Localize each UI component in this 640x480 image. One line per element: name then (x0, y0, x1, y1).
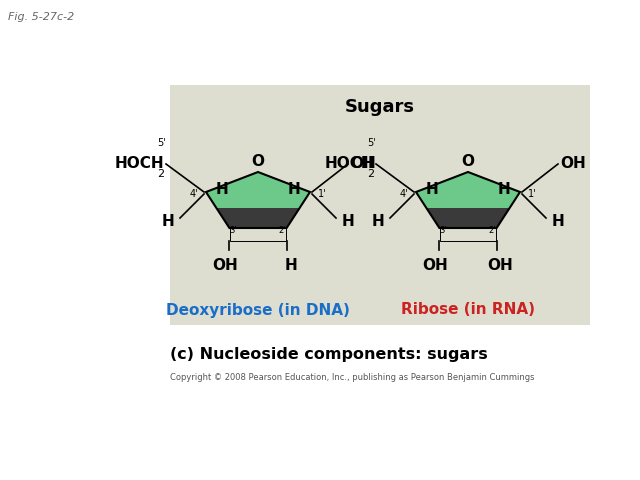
Text: 5': 5' (157, 138, 166, 148)
Polygon shape (416, 172, 520, 208)
Text: H: H (371, 215, 384, 229)
Text: (c) Nucleoside components: sugars: (c) Nucleoside components: sugars (170, 347, 488, 362)
Text: 5': 5' (367, 138, 376, 148)
Text: 3': 3' (230, 226, 237, 235)
Text: 1': 1' (318, 189, 326, 199)
Text: Fig. 5-27c-2: Fig. 5-27c-2 (8, 12, 74, 22)
Text: 2: 2 (157, 169, 164, 179)
Text: Ribose (in RNA): Ribose (in RNA) (401, 302, 535, 317)
Text: H: H (284, 258, 297, 273)
Text: H: H (552, 215, 564, 229)
Text: OH: OH (212, 258, 238, 273)
Text: 2': 2' (278, 226, 286, 235)
Text: OH: OH (560, 156, 586, 171)
Text: H: H (161, 215, 174, 229)
Text: H: H (287, 182, 300, 197)
Text: O: O (252, 154, 264, 169)
Text: HOCH: HOCH (115, 156, 164, 171)
Text: Copyright © 2008 Pearson Education, Inc., publishing as Pearson Benjamin Cumming: Copyright © 2008 Pearson Education, Inc.… (170, 373, 534, 382)
Text: H: H (426, 182, 438, 197)
Text: OH: OH (422, 258, 448, 273)
Text: 3': 3' (440, 226, 447, 235)
Text: 2': 2' (488, 226, 496, 235)
Text: 4': 4' (399, 189, 408, 199)
Text: H: H (498, 182, 510, 197)
Text: Deoxyribose (in DNA): Deoxyribose (in DNA) (166, 302, 350, 317)
Bar (170, 85, 590, 325)
Text: H: H (216, 182, 228, 197)
Text: OH: OH (488, 258, 513, 273)
Text: OH: OH (350, 156, 376, 171)
Text: HOCH: HOCH (324, 156, 374, 171)
Text: 2: 2 (367, 169, 374, 179)
Polygon shape (216, 208, 300, 228)
Bar (230, 227, 285, 241)
Text: 4': 4' (189, 189, 198, 199)
Text: O: O (461, 154, 474, 169)
Polygon shape (206, 172, 310, 208)
Text: H: H (342, 215, 355, 229)
Bar (440, 227, 495, 241)
Text: 1': 1' (528, 189, 536, 199)
Polygon shape (426, 208, 509, 228)
Text: Sugars: Sugars (345, 98, 415, 116)
